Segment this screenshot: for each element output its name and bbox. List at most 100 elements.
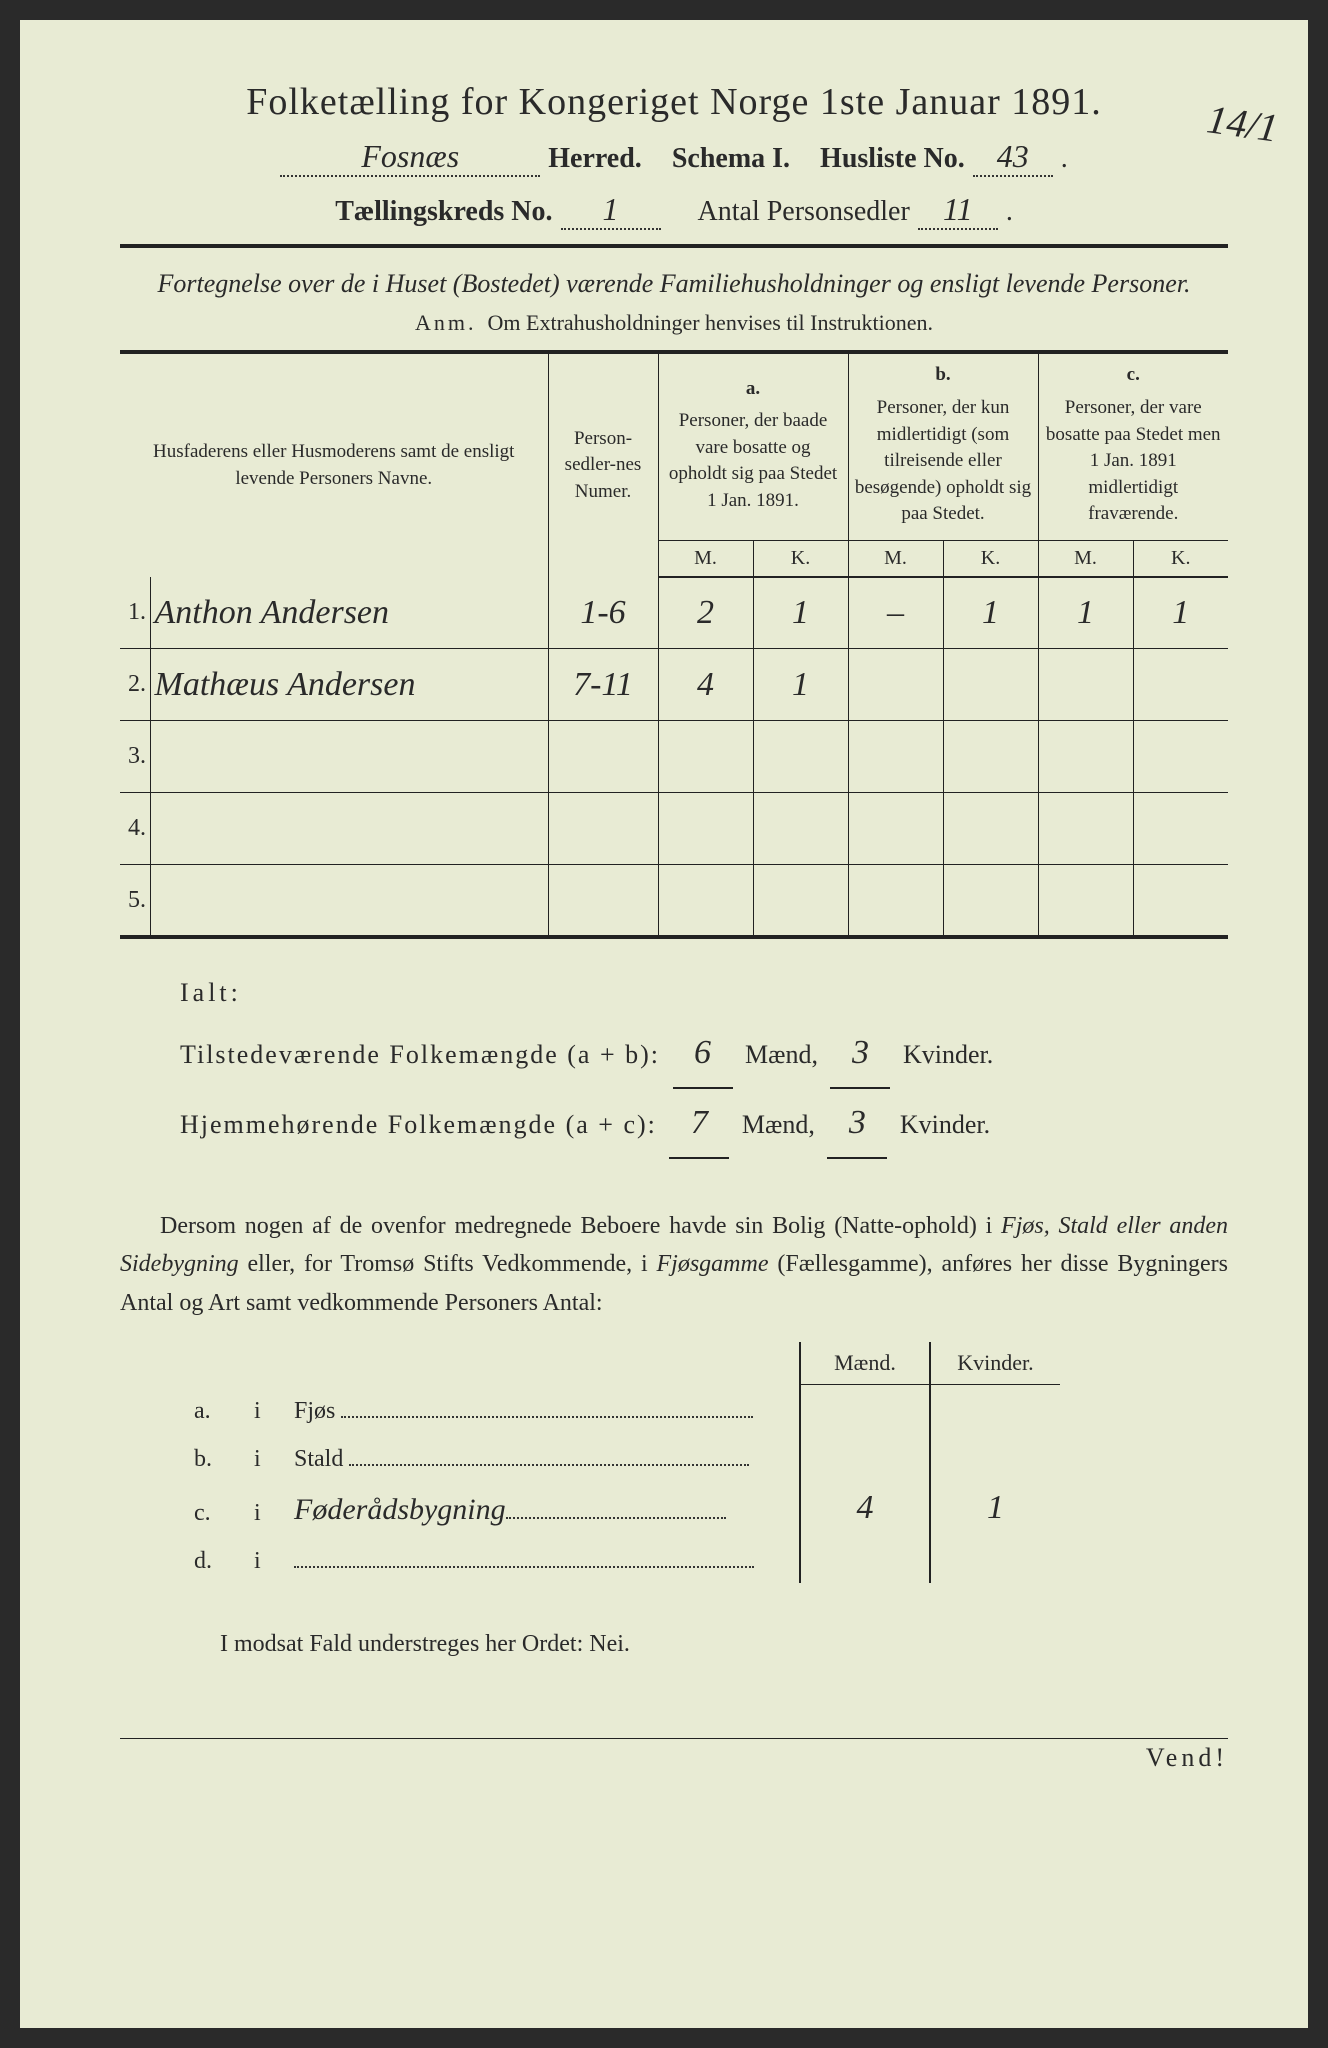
- col-a-letter: a.: [665, 376, 842, 403]
- nei-line: I modsat Fald understreges her Ordet: Ne…: [220, 1631, 1228, 1658]
- cell-c-m: [1038, 649, 1133, 721]
- cell-c-k: [1133, 649, 1228, 721]
- col-header-num: Person-sedler-nes Numer.: [548, 353, 658, 577]
- side-m: [800, 1535, 930, 1583]
- col-b-m: M.: [848, 540, 943, 577]
- household-name: [150, 793, 548, 865]
- cell-a-m: 4: [658, 649, 753, 721]
- row-number: 1.: [120, 577, 150, 649]
- cell-b-m: [848, 721, 943, 793]
- cell-c-k: [1133, 793, 1228, 865]
- totals-2-m: 7: [669, 1089, 729, 1159]
- totals-2-k: 3: [827, 1089, 887, 1159]
- table-row: 1.Anthon Andersen1-621–111: [120, 577, 1228, 649]
- herred-label: Herred.: [548, 143, 642, 175]
- totals-block: Ialt: Tilstedeværende Folkemængde (a + b…: [180, 967, 1228, 1159]
- schema-label: Schema I.: [672, 143, 790, 175]
- household-name: [150, 865, 548, 937]
- side-body: a.iFjøs b.iStald c.iFøderådsbygning41d.i: [180, 1385, 1060, 1583]
- col-header-name: Husfaderens eller Husmoderens samt de en…: [120, 353, 548, 577]
- cell-b-k: [943, 649, 1038, 721]
- cell-b-m: [848, 793, 943, 865]
- side-m: 4: [800, 1481, 930, 1535]
- side-k: [930, 1535, 1060, 1583]
- col-c-m: M.: [1038, 540, 1133, 577]
- para-i2: Fjøsgamme: [657, 1251, 769, 1277]
- row-number: 4.: [120, 793, 150, 865]
- cell-b-m: [848, 649, 943, 721]
- cell-c-k: 1: [1133, 577, 1228, 649]
- kreds-label: Tællingskreds No.: [335, 196, 552, 228]
- col-c-text: Personer, der vare bosatte paa Stedet me…: [1046, 397, 1221, 524]
- kvinder-label-2: Kvinder.: [900, 1110, 990, 1139]
- col-c-letter: c.: [1045, 362, 1223, 389]
- sedler-field: 11: [918, 191, 998, 230]
- anm-text: Om Extrahusholdninger henvises til Instr…: [488, 310, 933, 335]
- side-building-paragraph: Dersom nogen af de ovenfor medregnede Be…: [120, 1207, 1228, 1322]
- table-row: 2.Mathæus Andersen7-1141: [120, 649, 1228, 721]
- kvinder-label-1: Kvinder.: [903, 1040, 993, 1069]
- maend-label-1: Mænd,: [745, 1040, 818, 1069]
- husliste-field: 43: [973, 138, 1053, 177]
- cell-a-m: [658, 721, 753, 793]
- side-row: d.i: [180, 1535, 1060, 1583]
- cell-a-m: [658, 793, 753, 865]
- sedler-num: [548, 721, 658, 793]
- side-kind: Fjøs: [294, 1398, 335, 1424]
- cell-a-m: 2: [658, 577, 753, 649]
- side-k: [930, 1385, 1060, 1433]
- cell-c-k: [1133, 721, 1228, 793]
- row-number: 3.: [120, 721, 150, 793]
- side-row: a.iFjøs: [180, 1385, 1060, 1433]
- side-i: i: [240, 1433, 280, 1481]
- side-building-table: Mænd. Kvinder. a.iFjøs b.iStald c.iFøder…: [180, 1342, 1060, 1583]
- cell-c-m: 1: [1038, 577, 1133, 649]
- para-t2: eller, for Tromsø Stifts Vedkommende, i: [239, 1251, 657, 1277]
- cell-a-k: [753, 865, 848, 937]
- census-form-page: 14/1 Folketælling for Kongeriget Norge 1…: [20, 20, 1308, 2028]
- sedler-label: Antal Personsedler: [698, 196, 910, 228]
- col-a-text: Personer, der baade vare bosatte og opho…: [669, 410, 837, 511]
- side-letter: c.: [180, 1481, 240, 1535]
- cell-b-k: 1: [943, 577, 1038, 649]
- table-body: 1.Anthon Andersen1-621–1112.Mathæus Ande…: [120, 577, 1228, 937]
- cell-b-m: [848, 865, 943, 937]
- margin-note: 14/1: [1204, 95, 1281, 151]
- col-a-m: M.: [658, 540, 753, 577]
- row-number: 2.: [120, 649, 150, 721]
- household-table: Husfaderens eller Husmoderens samt de en…: [120, 352, 1228, 939]
- side-kind-cell: Fjøs: [280, 1385, 800, 1433]
- col-name-text: Husfaderens eller Husmoderens samt de en…: [153, 441, 514, 489]
- cell-a-m: [658, 865, 753, 937]
- col-b-k: K.: [943, 540, 1038, 577]
- side-k: [930, 1433, 1060, 1481]
- side-kind: Stald: [294, 1446, 343, 1472]
- cell-a-k: 1: [753, 577, 848, 649]
- herred-field: Fosnæs: [280, 138, 540, 177]
- side-letter: a.: [180, 1385, 240, 1433]
- header-line-1: Fosnæs Herred. Schema I. Husliste No. 43…: [120, 138, 1228, 177]
- cell-c-m: [1038, 865, 1133, 937]
- table-row: 3.: [120, 721, 1228, 793]
- col-a-k: K.: [753, 540, 848, 577]
- cell-c-k: [1133, 865, 1228, 937]
- side-i: i: [240, 1481, 280, 1535]
- sedler-num: [548, 793, 658, 865]
- maend-label-2: Mænd,: [742, 1110, 815, 1139]
- side-k: 1: [930, 1481, 1060, 1535]
- totals-1-m: 6: [673, 1019, 733, 1089]
- totals-line-1: Tilstedeværende Folkemængde (a + b): 6 M…: [180, 1019, 1228, 1089]
- col-b-text: Personer, der kun midlertidigt (som tilr…: [855, 397, 1031, 524]
- table-row: 4.: [120, 793, 1228, 865]
- totals-line-2: Hjemmehørende Folkemængde (a + c): 7 Mæn…: [180, 1089, 1228, 1159]
- side-maend-header: Mænd.: [800, 1342, 930, 1385]
- side-letter: d.: [180, 1535, 240, 1583]
- col-header-b: b. Personer, der kun midlertidigt (som t…: [848, 353, 1038, 540]
- page-title: Folketælling for Kongeriget Norge 1ste J…: [120, 80, 1228, 124]
- sedler-num: 7-11: [548, 649, 658, 721]
- side-i: i: [240, 1535, 280, 1583]
- col-header-c: c. Personer, der vare bosatte paa Stedet…: [1038, 353, 1228, 540]
- cell-b-k: [943, 793, 1038, 865]
- side-row: c.iFøderådsbygning41: [180, 1481, 1060, 1535]
- col-header-a: a. Personer, der baade vare bosatte og o…: [658, 353, 848, 540]
